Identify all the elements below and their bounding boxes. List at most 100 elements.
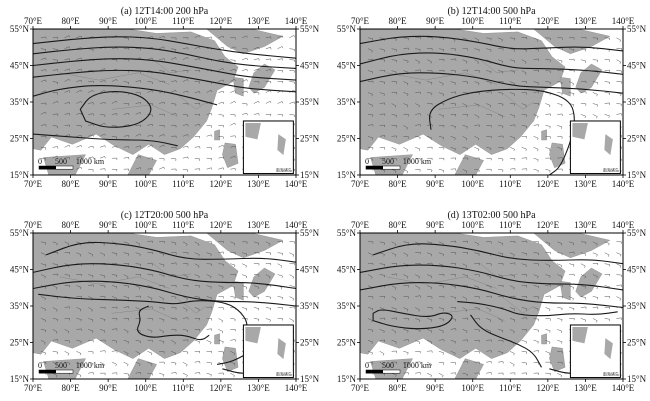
wind-barb bbox=[218, 144, 224, 148]
wind-barb bbox=[486, 70, 492, 72]
wind-barb bbox=[123, 81, 129, 83]
x-tick-label-top: 110°E bbox=[172, 16, 195, 26]
panel-title: (b) 12T14:00 500 hPa bbox=[447, 6, 536, 17]
inset-land bbox=[572, 326, 588, 344]
wind-barb bbox=[509, 307, 515, 310]
wind-barb bbox=[616, 296, 622, 300]
y-tick-label-left: 45°N bbox=[337, 61, 357, 71]
wind-barb bbox=[159, 318, 165, 320]
wind-barb bbox=[509, 252, 515, 256]
wind-barb bbox=[438, 285, 444, 287]
wind-barb-flag bbox=[44, 320, 46, 323]
wind-barb-flag bbox=[477, 39, 480, 42]
wind-barb bbox=[545, 263, 551, 266]
wind-barb-flag bbox=[186, 244, 188, 247]
wind-barb bbox=[379, 252, 385, 255]
wind-barb bbox=[194, 252, 200, 255]
inset-land bbox=[245, 122, 261, 140]
wind-barb bbox=[474, 59, 479, 63]
wind-barb bbox=[159, 307, 165, 309]
wind-barb bbox=[616, 47, 622, 49]
wind-barb bbox=[415, 285, 420, 289]
wind-barb bbox=[462, 296, 468, 300]
y-tick-label-right: 35°N bbox=[627, 301, 647, 311]
wind-barb bbox=[474, 136, 480, 139]
wind-barb bbox=[135, 285, 141, 288]
wind-barb-flag bbox=[572, 83, 574, 86]
height-contour bbox=[33, 58, 296, 81]
wind-barb-flag bbox=[573, 264, 575, 267]
wind-barb bbox=[230, 351, 235, 354]
wind-barb bbox=[509, 81, 515, 84]
wind-barb-flag bbox=[139, 330, 141, 333]
wind-barb bbox=[616, 252, 622, 255]
wind-barb bbox=[242, 307, 247, 309]
y-tick-label-right: 45°N bbox=[627, 61, 647, 71]
x-tick-label-top: 80°E bbox=[389, 220, 408, 230]
wind-barb-flag bbox=[151, 363, 153, 366]
wind-barb bbox=[88, 307, 93, 311]
wind-barb bbox=[545, 147, 551, 150]
wind-barb bbox=[52, 146, 58, 148]
wind-barb bbox=[545, 307, 551, 310]
wind-barb-flag bbox=[127, 353, 129, 356]
wind-barb bbox=[253, 113, 259, 115]
wind-barb bbox=[289, 318, 294, 322]
wind-barb bbox=[100, 168, 106, 170]
wind-barb bbox=[604, 318, 610, 320]
wind-barb bbox=[52, 48, 58, 50]
x-tick-label-top: 140°E bbox=[612, 16, 635, 26]
height-contour bbox=[457, 301, 618, 317]
wind-barb-flag bbox=[549, 309, 551, 312]
wind-barb bbox=[218, 47, 224, 49]
x-tick-label-top: 80°E bbox=[62, 220, 81, 230]
wind-barb bbox=[509, 274, 515, 277]
x-tick-label-top: 100°E bbox=[134, 16, 157, 26]
wind-barb bbox=[182, 168, 188, 171]
wind-barb-flag bbox=[525, 341, 527, 344]
wind-barb-flag bbox=[56, 309, 58, 312]
y-tick-label-left: 35°N bbox=[337, 301, 357, 311]
wind-barb-flag bbox=[233, 353, 236, 356]
wind-barb-flag bbox=[371, 50, 373, 53]
wind-barb bbox=[206, 252, 212, 255]
wind-barb bbox=[40, 147, 46, 149]
wind-barb-flag bbox=[92, 319, 94, 322]
wind-barb bbox=[545, 351, 551, 354]
wind-barb-flag bbox=[128, 113, 130, 116]
wind-barb-flag bbox=[234, 90, 236, 93]
wind-barb bbox=[289, 252, 295, 256]
wind-barb-flag bbox=[281, 287, 283, 290]
wind-barb bbox=[289, 35, 294, 39]
wind-barb bbox=[592, 252, 598, 255]
wind-barb-flag bbox=[234, 363, 236, 366]
wind-barb-flag bbox=[246, 253, 248, 256]
wind-barb-flag bbox=[394, 105, 397, 108]
wind-barb bbox=[135, 133, 141, 137]
wind-barb bbox=[230, 339, 236, 341]
x-tick-label-top: 110°E bbox=[172, 220, 195, 230]
wind-barb-flag bbox=[442, 94, 444, 97]
y-tick-label-right: 15°N bbox=[300, 170, 320, 180]
y-tick-label-right: 25°N bbox=[300, 134, 320, 144]
wind-barb-flag bbox=[395, 171, 397, 174]
wind-barb bbox=[64, 157, 70, 159]
wind-barb bbox=[159, 340, 165, 342]
wind-barb-flag bbox=[442, 115, 444, 118]
wind-barb bbox=[557, 47, 563, 49]
wind-barbs bbox=[367, 240, 622, 378]
wind-barb bbox=[206, 167, 212, 170]
wind-barb-flag bbox=[395, 149, 397, 152]
wind-barb bbox=[533, 340, 539, 342]
wind-barb-flag bbox=[45, 242, 47, 245]
wind-barb bbox=[533, 350, 539, 352]
wind-barb-flag bbox=[513, 319, 515, 322]
wind-barb bbox=[76, 351, 82, 354]
wind-barb bbox=[415, 307, 420, 311]
wind-barb bbox=[592, 306, 598, 308]
wind-barb bbox=[415, 59, 420, 63]
wind-barb bbox=[557, 318, 563, 320]
wind-barb-flag bbox=[431, 319, 433, 322]
wind-barb bbox=[64, 102, 70, 104]
wind-barb-flag bbox=[394, 244, 397, 247]
